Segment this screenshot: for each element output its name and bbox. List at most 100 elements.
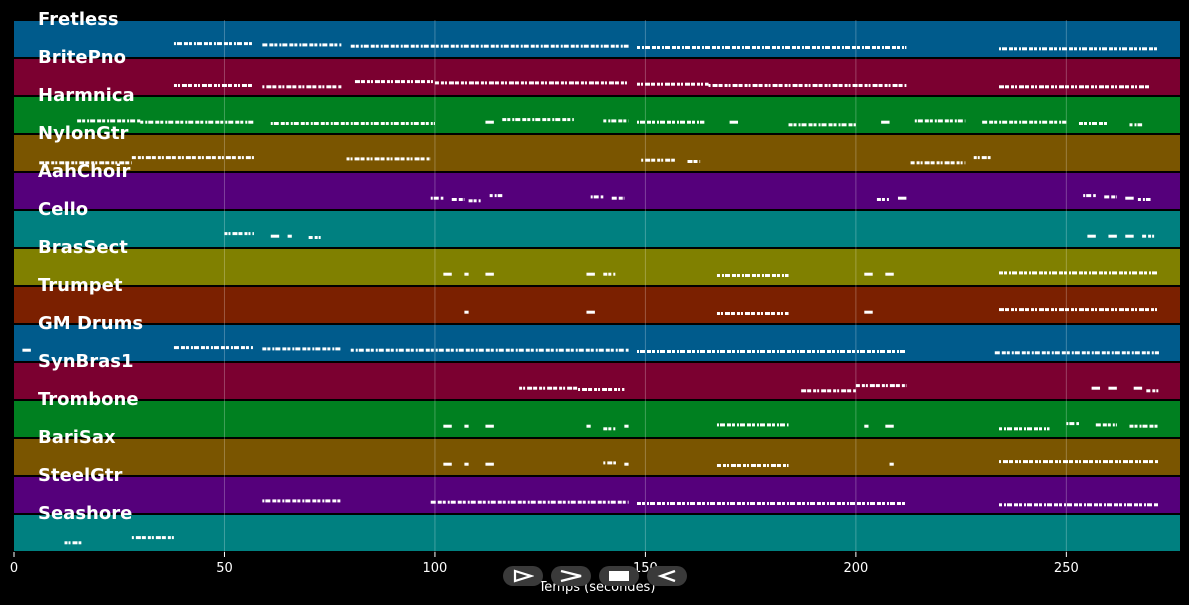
note (262, 43, 268, 47)
note (137, 156, 141, 160)
note (897, 196, 907, 200)
note (548, 81, 554, 85)
note (370, 44, 375, 48)
note-segment (603, 461, 616, 465)
note (196, 42, 202, 46)
note (669, 502, 675, 505)
note (690, 82, 695, 86)
note (1042, 460, 1048, 464)
play-button[interactable] (503, 566, 543, 586)
note (1018, 308, 1024, 312)
note (289, 43, 294, 47)
note-segment (1066, 422, 1079, 426)
note (661, 158, 664, 162)
note (884, 46, 890, 49)
note (555, 44, 559, 48)
note-segment (464, 310, 469, 314)
note (739, 350, 745, 353)
note-segment (881, 120, 890, 124)
note (879, 350, 885, 353)
rewind-button[interactable] (647, 566, 687, 586)
note (562, 118, 567, 122)
note (1070, 85, 1074, 89)
note (706, 350, 711, 353)
track-label: SteelGtr (38, 465, 123, 486)
note (370, 157, 373, 161)
note (730, 312, 735, 315)
note (649, 502, 655, 505)
note (1144, 308, 1149, 312)
note (808, 123, 813, 127)
note (716, 274, 720, 277)
note (500, 81, 504, 85)
note-segment (998, 427, 1050, 431)
note (741, 46, 744, 49)
note (248, 120, 254, 124)
note (1001, 47, 1007, 51)
note (410, 157, 413, 161)
note (1128, 460, 1133, 464)
note (610, 44, 615, 48)
note (704, 46, 710, 49)
note (1124, 85, 1129, 89)
note (623, 119, 627, 123)
note (1111, 351, 1114, 355)
note (1081, 47, 1087, 51)
note (385, 122, 389, 125)
note (430, 348, 434, 352)
note (847, 389, 852, 393)
note (1014, 308, 1017, 312)
note (122, 119, 126, 123)
note (213, 346, 219, 350)
note (761, 274, 764, 277)
note (454, 81, 459, 85)
note (520, 44, 523, 48)
stop-icon (609, 571, 629, 581)
note (940, 161, 943, 165)
forward-button[interactable] (551, 566, 591, 586)
note (1078, 47, 1081, 51)
note (844, 84, 848, 87)
note (1054, 308, 1057, 312)
note (308, 236, 313, 239)
note (535, 44, 539, 48)
note (512, 118, 515, 122)
stop-button[interactable] (599, 566, 639, 586)
note (480, 81, 484, 85)
note (1154, 424, 1158, 428)
note-segment (1142, 234, 1155, 238)
note (220, 120, 224, 124)
note (502, 118, 507, 122)
note (410, 348, 414, 352)
note (1145, 198, 1151, 201)
note (724, 312, 730, 315)
note (771, 350, 775, 353)
note-segment (430, 500, 629, 504)
note (125, 161, 130, 165)
note (442, 500, 446, 504)
note (188, 42, 192, 46)
note (559, 386, 563, 390)
note (881, 502, 885, 505)
note (676, 46, 680, 49)
note (131, 161, 132, 165)
note (563, 386, 566, 390)
note (750, 464, 756, 467)
note (960, 161, 963, 165)
note (1006, 427, 1012, 431)
note (686, 502, 689, 505)
note (286, 85, 292, 89)
note (227, 84, 232, 87)
track-label: Harmnica (38, 85, 135, 106)
note (280, 122, 285, 125)
note (1121, 351, 1126, 355)
x-tick-label: 100 (423, 561, 448, 576)
note (1078, 308, 1084, 312)
note (732, 84, 738, 87)
note (636, 502, 641, 505)
note (221, 84, 227, 87)
note-segment (270, 234, 280, 238)
note (380, 122, 385, 125)
note (622, 500, 626, 504)
note (547, 118, 551, 122)
